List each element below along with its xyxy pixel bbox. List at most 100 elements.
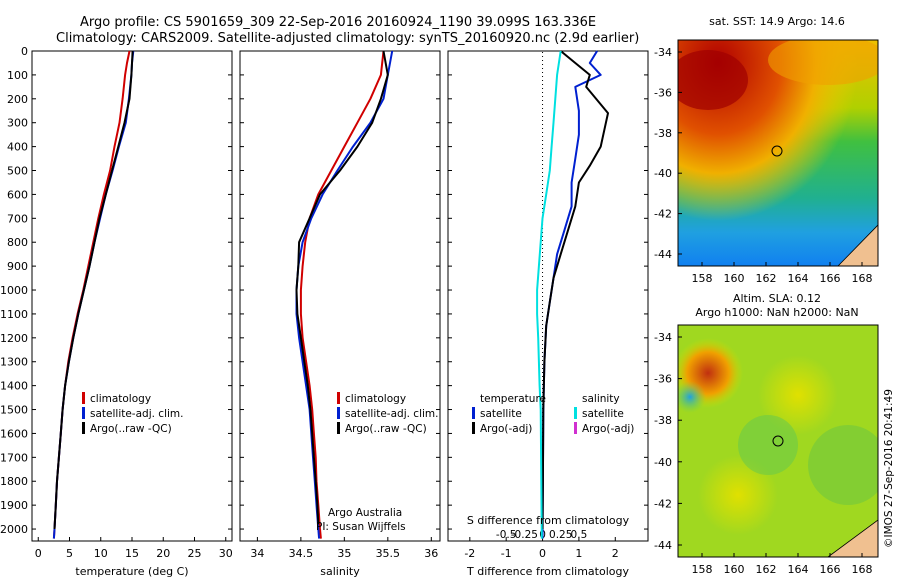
depth-tick-label: 600 bbox=[7, 188, 28, 201]
legend-label: satellite-adj. clim. bbox=[345, 408, 438, 420]
x-tick-label: 20 bbox=[156, 547, 170, 560]
depth-tick-label: 2000 bbox=[0, 523, 28, 536]
legend-label: climatology bbox=[90, 393, 151, 405]
map-y-tick-label: -44 bbox=[654, 248, 672, 261]
annotation-line-1: Argo Australia bbox=[328, 507, 402, 519]
salinity-legend: climatology satellite-adj. clim. Argo(..… bbox=[316, 392, 438, 533]
x-tick-label: -2 bbox=[464, 547, 475, 560]
map-y-tick-label: -42 bbox=[654, 497, 672, 510]
legend-swatch-t-satellite bbox=[472, 407, 475, 419]
map-y-tick-label: -34 bbox=[654, 331, 672, 344]
legend-swatch-t-argo bbox=[472, 422, 475, 434]
series-line bbox=[541, 50, 609, 530]
legend-swatch-s-satellite bbox=[574, 407, 577, 419]
series-line bbox=[295, 50, 394, 539]
legend-title-salinity: salinity bbox=[582, 393, 620, 405]
x-tick-label: 35 bbox=[337, 547, 351, 560]
map-x-tick-label: 164 bbox=[788, 272, 809, 285]
x-tick-label: 34.5 bbox=[289, 547, 314, 560]
x-tick-label: 35.5 bbox=[376, 547, 401, 560]
depth-tick-label: 500 bbox=[7, 165, 28, 178]
map-y-tick-label: -42 bbox=[654, 208, 672, 221]
x-tick-label: 15 bbox=[125, 547, 139, 560]
series-line bbox=[299, 50, 385, 539]
map-x-tick-label: 160 bbox=[724, 563, 745, 576]
x-tick-label: 1 bbox=[575, 547, 582, 560]
map-y-tick-label: -36 bbox=[654, 373, 672, 386]
map-y-tick-label: -36 bbox=[654, 86, 672, 99]
legend-label: satellite bbox=[480, 408, 522, 420]
difference-legend: temperature satellite Argo(-adj) salinit… bbox=[472, 393, 634, 435]
map-x-tick-label: 158 bbox=[692, 272, 713, 285]
depth-axis: 0 100 200 300 400 500 600 700 800 900 1000 1100 1200… bbox=[0, 45, 648, 536]
map-y-tick-label: -38 bbox=[654, 414, 672, 427]
legend-label: Argo(..raw -QC) bbox=[345, 423, 427, 435]
difference-plot-frame bbox=[447, 50, 649, 542]
series-line bbox=[295, 50, 389, 525]
legend-label: Argo(-adj) bbox=[480, 423, 532, 435]
difference-series bbox=[536, 50, 609, 539]
legend-swatch-satellite bbox=[82, 407, 85, 419]
x-tick-label: 2 bbox=[612, 547, 619, 560]
legend-swatch-climatology bbox=[82, 392, 85, 404]
x-tick-label: 10 bbox=[94, 547, 108, 560]
x-tick-label-top: 0.25 bbox=[549, 529, 572, 541]
sla-map-title-1: Altim. SLA: 0.12 bbox=[733, 292, 821, 305]
x-tick-label: 34 bbox=[250, 547, 264, 560]
series-line bbox=[52, 50, 135, 539]
salinity-x-axis: 34 34.5 35 35.5 36 bbox=[250, 537, 438, 560]
series-line bbox=[53, 50, 134, 530]
depth-tick-label: 1700 bbox=[0, 451, 28, 464]
map-y-tick-label: -40 bbox=[654, 167, 672, 180]
salinity-plot-frame bbox=[239, 50, 441, 542]
legend-swatch-satellite bbox=[337, 407, 340, 419]
t-difference-xlabel: T difference from climatology bbox=[466, 565, 629, 578]
x-tick-label: 30 bbox=[219, 547, 233, 560]
legend-swatch-climatology bbox=[337, 392, 340, 404]
land-shape bbox=[827, 519, 878, 557]
x-tick-label-top: -0.25 bbox=[511, 529, 538, 541]
depth-tick-label: 1300 bbox=[0, 356, 28, 369]
legend-label: climatology bbox=[345, 393, 406, 405]
x-tick-label: 0 bbox=[539, 547, 546, 560]
argo-location-marker bbox=[771, 145, 783, 157]
depth-tick-label: 100 bbox=[7, 69, 28, 82]
depth-tick-label: 300 bbox=[7, 117, 28, 130]
map-x-tick-label: 158 bbox=[692, 563, 713, 576]
legend-label: satellite bbox=[582, 408, 624, 420]
map-x-tick-label: 164 bbox=[788, 563, 809, 576]
depth-tick-label: 200 bbox=[7, 93, 28, 106]
argo-location-marker bbox=[772, 435, 784, 447]
depth-tick-label: 1400 bbox=[0, 380, 28, 393]
depth-tick-label: 900 bbox=[7, 260, 28, 273]
sla-map-title-2: Argo h1000: NaN h2000: NaN bbox=[695, 306, 858, 319]
legend-label: Argo(..raw -QC) bbox=[90, 423, 172, 435]
legend-swatch-argo bbox=[82, 422, 85, 434]
x-tick-label: 25 bbox=[188, 547, 202, 560]
depth-tick-label: 1600 bbox=[0, 427, 28, 440]
map-x-tick-label: 160 bbox=[724, 272, 745, 285]
header-line-1: Argo profile: CS 5901659_309 22-Sep-2016… bbox=[80, 15, 596, 30]
sst-map: sat. SST: 14.9 Argo: 14.6 -34 -36 -38 -40 -4… bbox=[654, 15, 879, 285]
map-x-tick-label: 162 bbox=[756, 563, 777, 576]
legend-title-temperature: temperature bbox=[480, 393, 546, 405]
temperature-legend: climatology satellite-adj. clim. Argo(..… bbox=[82, 392, 183, 435]
annotation-line-2: PI: Susan Wijffels bbox=[316, 521, 406, 533]
s-difference-xlabel: S difference from climatology bbox=[467, 514, 630, 527]
map-x-tick-label: 166 bbox=[820, 272, 841, 285]
legend-label: Argo(-adj) bbox=[582, 423, 634, 435]
map-x-tick-label: 168 bbox=[852, 563, 873, 576]
depth-tick-label: 800 bbox=[7, 236, 28, 249]
x-tick-label-top: -0.5 bbox=[496, 529, 517, 541]
series-line bbox=[52, 50, 131, 539]
x-tick-label-top: 0.5 bbox=[571, 529, 588, 541]
header-line-2: Climatology: CARS2009. Satellite-adjuste… bbox=[56, 31, 639, 46]
series-line bbox=[536, 50, 562, 539]
salinity-series bbox=[295, 50, 394, 539]
depth-tick-label: 1200 bbox=[0, 332, 28, 345]
legend-label: satellite-adj. clim. bbox=[90, 408, 183, 420]
map-x-tick-label: 166 bbox=[820, 563, 841, 576]
depth-tick-label: 400 bbox=[7, 141, 28, 154]
temperature-x-axis: 0 5 10 15 20 25 30 bbox=[35, 537, 233, 560]
